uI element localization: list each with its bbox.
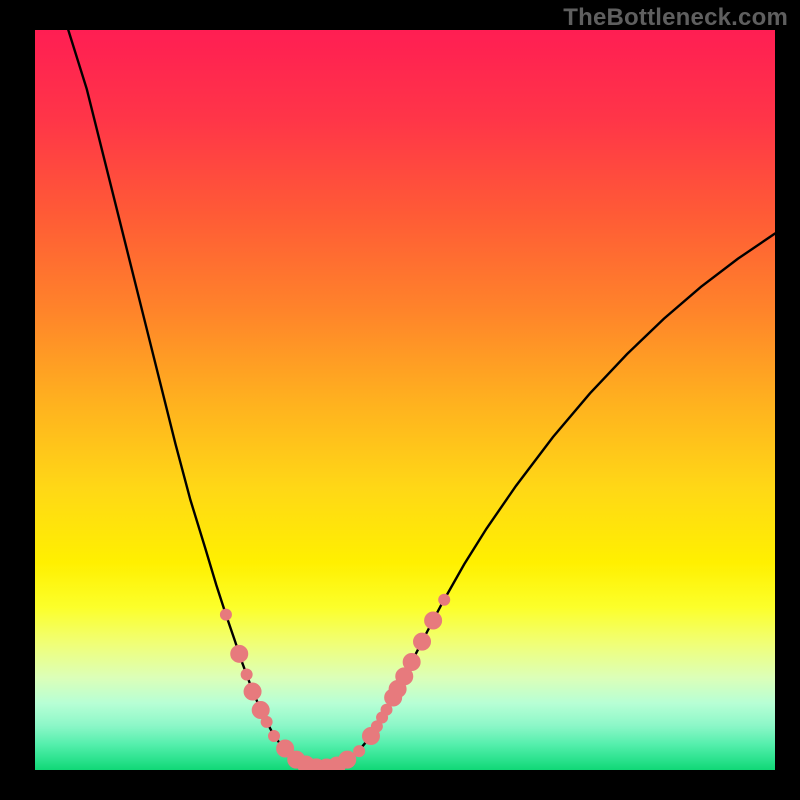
curve-marker xyxy=(403,653,420,670)
plot-svg xyxy=(35,30,775,770)
curve-marker xyxy=(414,633,431,650)
curve-marker xyxy=(339,751,356,768)
curve-marker xyxy=(244,683,261,700)
curve-marker xyxy=(354,746,365,757)
chart-stage: TheBottleneck.com xyxy=(0,0,800,800)
curve-marker xyxy=(261,716,272,727)
curve-marker xyxy=(231,645,248,662)
curve-marker xyxy=(439,594,450,605)
watermark-text: TheBottleneck.com xyxy=(563,4,788,32)
curve-marker xyxy=(269,730,280,741)
plot-area xyxy=(35,30,775,770)
curve-marker xyxy=(425,612,442,629)
curve-marker xyxy=(241,669,252,680)
curve-marker xyxy=(220,609,231,620)
